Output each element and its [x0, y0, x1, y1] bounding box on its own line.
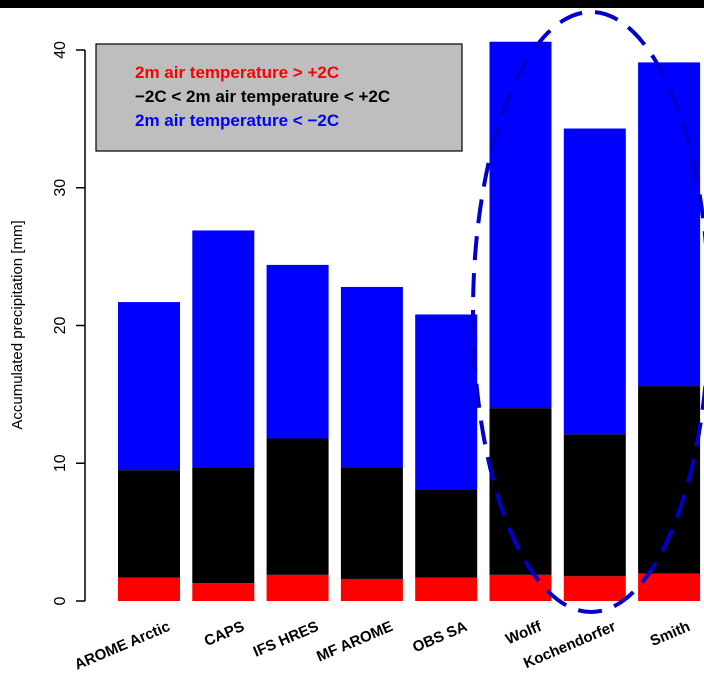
bar-wolff-series-3	[489, 41, 552, 409]
bar-kochendorfer-series-1	[563, 576, 626, 601]
category-label: OBS SA	[410, 618, 470, 656]
bar-mf-arome-series-2	[340, 467, 403, 579]
legend-entry: 2m air temperature > +2C	[135, 63, 339, 82]
category-label: CAPS	[202, 618, 247, 650]
bar-kochendorfer-series-2	[563, 434, 626, 577]
category-label: MF AROME	[314, 618, 395, 665]
bar-mf-arome-series-1	[340, 578, 403, 601]
y-tick-label: 40	[52, 41, 69, 59]
bar-wolff-series-1	[489, 574, 552, 601]
bar-obs-sa-series-2	[415, 489, 478, 578]
bar-caps-series-2	[192, 467, 255, 584]
y-axis-label: Accumulated precipitation [mm]	[9, 220, 26, 429]
bar-caps-series-1	[192, 583, 255, 601]
legend-entry: 2m air temperature < −2C	[135, 111, 339, 130]
y-tick-label: 0	[52, 596, 69, 605]
bar-smith-series-3	[638, 62, 701, 387]
bar-arome-arctic-series-3	[118, 302, 180, 471]
bar-arome-arctic-series-2	[118, 470, 180, 578]
bar-smith-series-1	[638, 573, 701, 601]
bar-caps-series-3	[192, 230, 255, 468]
y-tick-label: 20	[52, 317, 69, 335]
legend: 2m air temperature > +2C −2C < 2m air tem…	[95, 43, 463, 152]
bar-arome-arctic-series-1	[118, 577, 180, 601]
bar-ifs-hres-series-2	[266, 438, 329, 575]
highlight-ellipse	[471, 10, 704, 614]
bar-ifs-hres-series-1	[266, 574, 329, 601]
bar-ifs-hres-series-3	[266, 264, 329, 439]
y-tick-label: 10	[52, 454, 69, 472]
category-label: IFS HRES	[251, 618, 321, 661]
bar-wolff-series-2	[489, 408, 552, 575]
bars-group	[118, 41, 701, 601]
legend-entry: −2C < 2m air temperature < +2C	[135, 87, 390, 106]
bar-kochendorfer-series-3	[563, 128, 626, 435]
bar-obs-sa-series-3	[415, 314, 478, 490]
category-label: Smith	[648, 618, 693, 650]
y-tick-label: 30	[52, 179, 69, 197]
top-border-strip	[0, 0, 704, 8]
category-label: Wolff	[503, 618, 545, 649]
legend-box	[95, 43, 463, 152]
bar-obs-sa-series-1	[415, 577, 478, 601]
y-axis: 0 10 20 30 40	[52, 41, 86, 605]
category-label: AROME Arctic	[72, 618, 173, 673]
bar-mf-arome-series-3	[340, 286, 403, 468]
